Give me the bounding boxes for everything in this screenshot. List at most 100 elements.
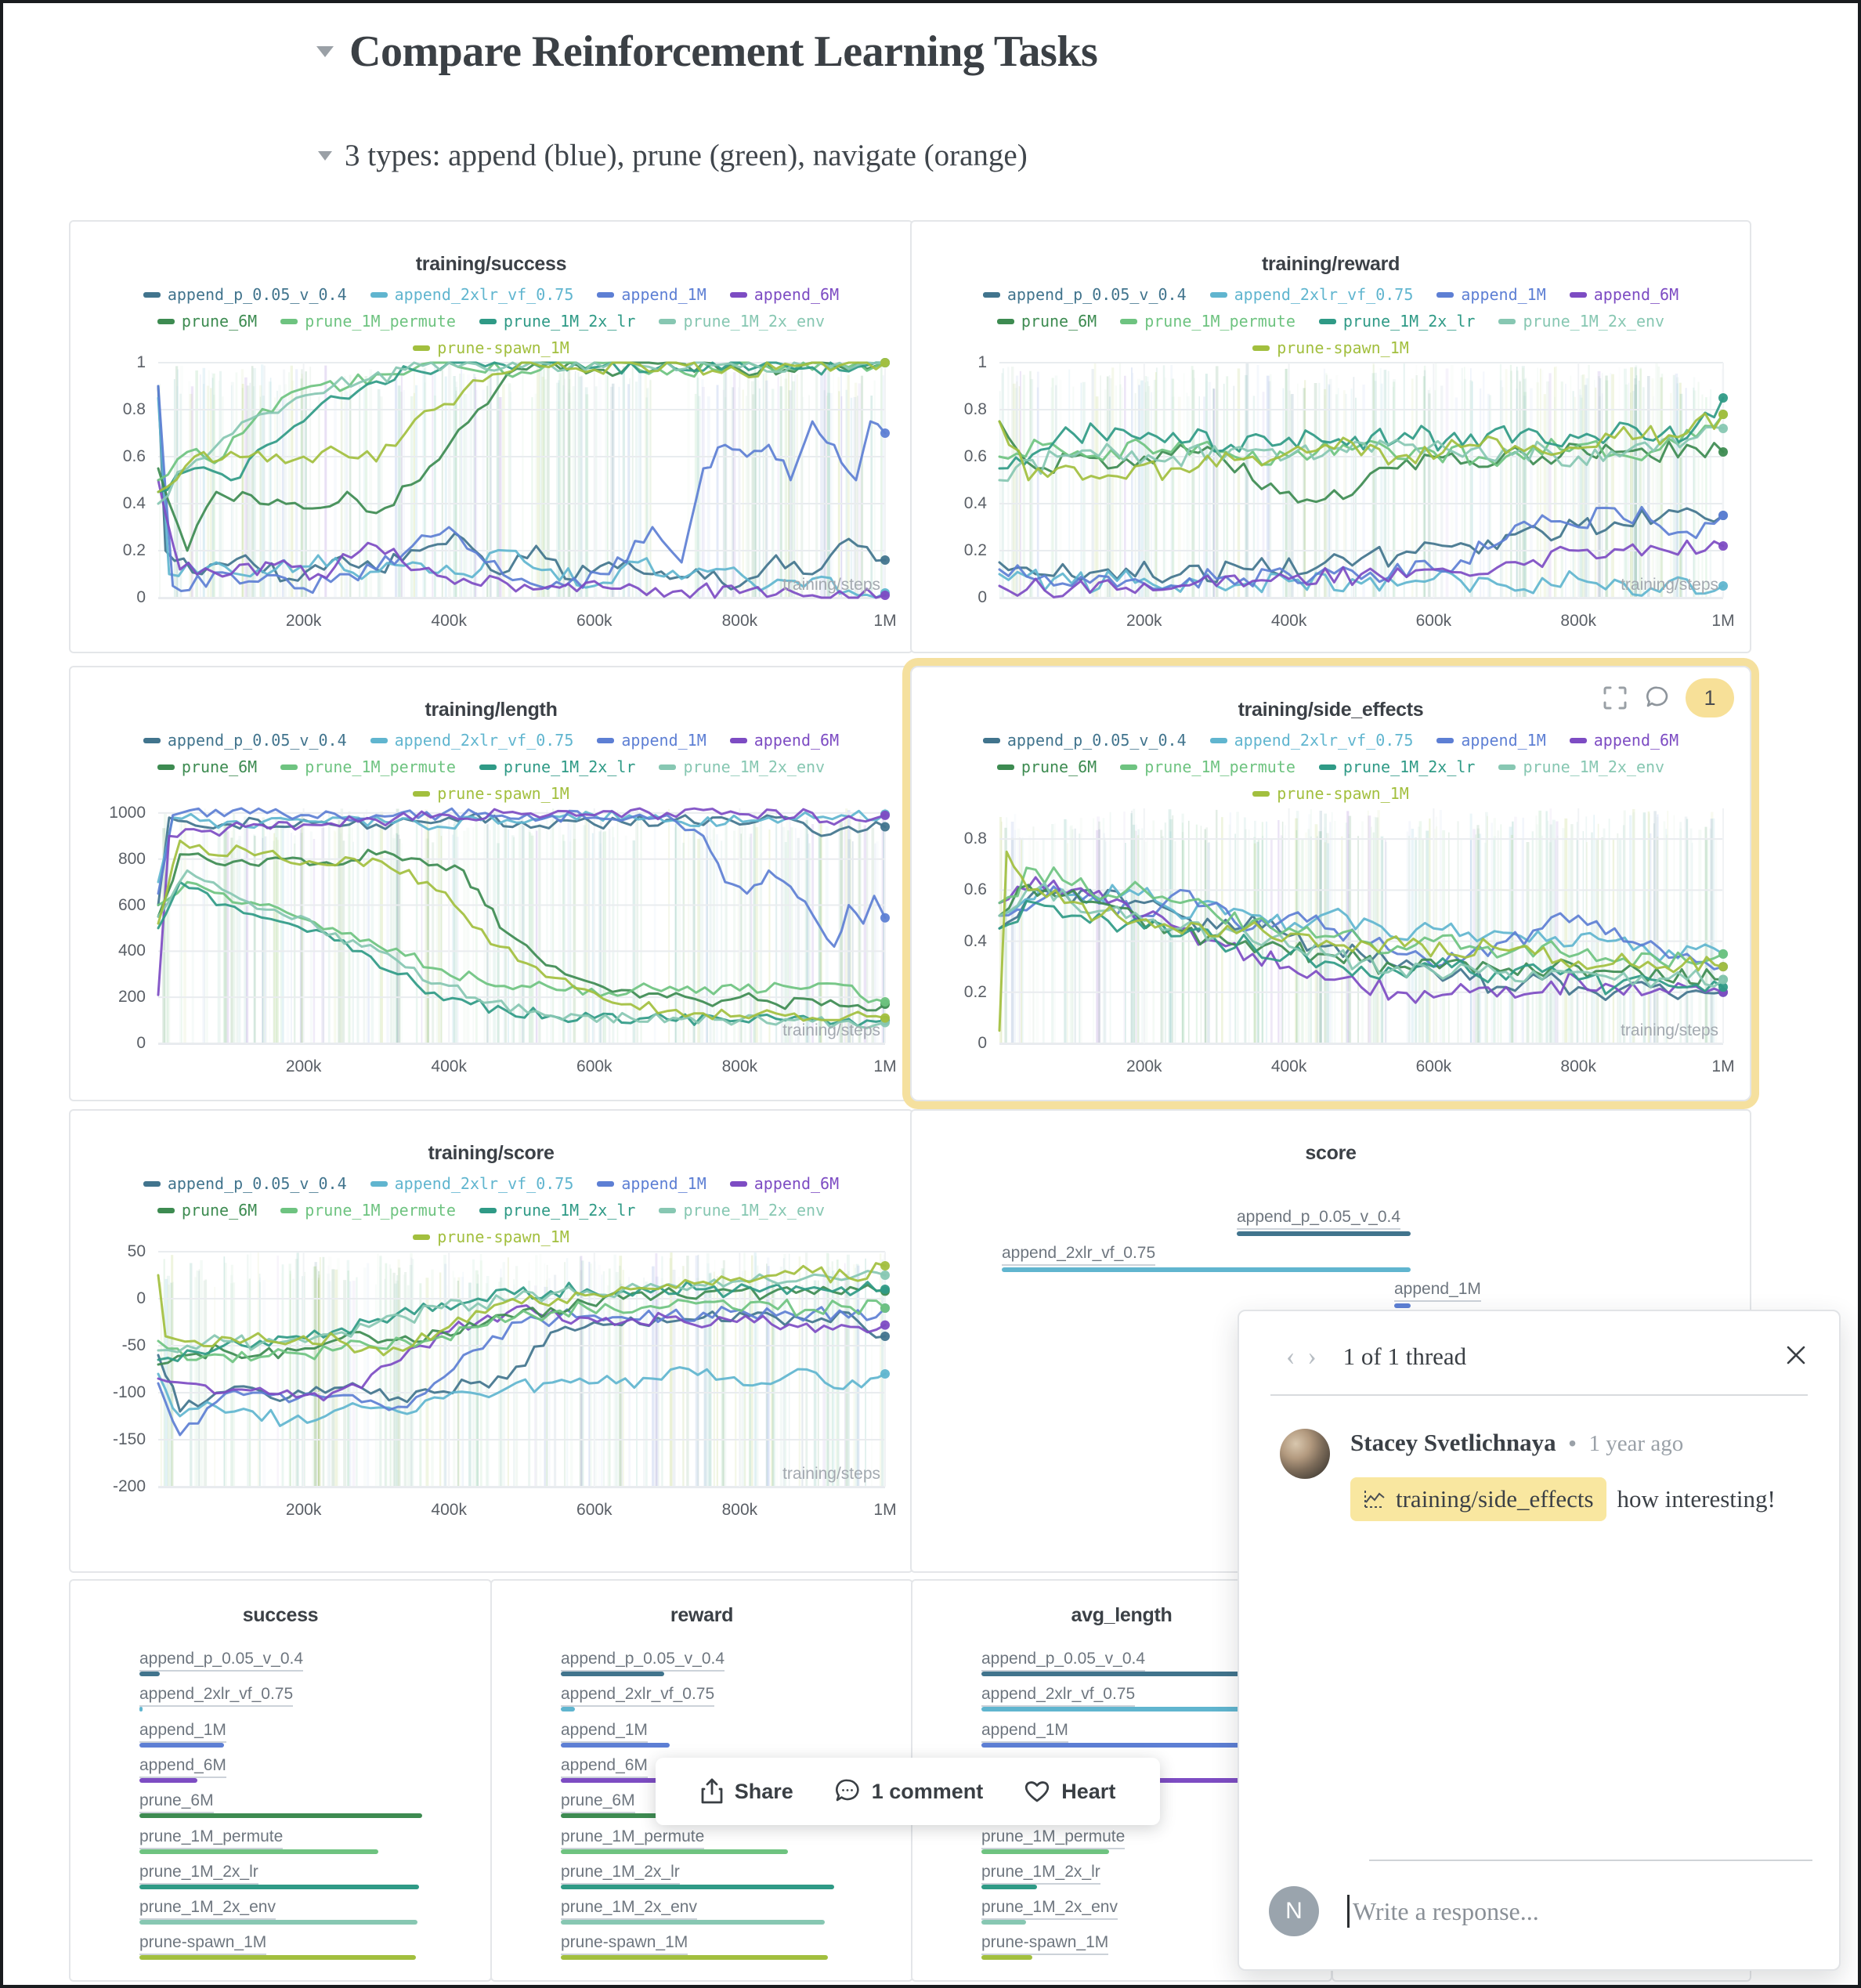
chart-plot-area[interactable]: -200 -150 -100 -50 0 50 200k 400k 600k 800k 1M trai…: [113, 1242, 897, 1519]
run-bar-append_1M: [139, 1742, 224, 1748]
run-label-append_p_0.05_v_0.4[interactable]: append_p_0.05_v_0.4: [1237, 1208, 1401, 1230]
legend-item-prune_6M[interactable]: prune_6M: [157, 757, 257, 776]
collapse-triangle-icon[interactable]: [318, 150, 332, 161]
legend-item-append_6M[interactable]: append_6M: [1569, 731, 1679, 750]
legend-item-prune_1M_permute[interactable]: prune_1M_permute: [1120, 757, 1295, 776]
run-label-append_6M[interactable]: append_6M: [139, 1756, 226, 1778]
reply-input[interactable]: Write a response...: [1347, 1895, 1812, 1928]
legend-item-prune_1M_2x_env[interactable]: prune_1M_2x_env: [1498, 312, 1664, 331]
chart-plot-area[interactable]: 0 0.2 0.4 0.6 0.8 200k 400k 600k 800k 1M training/…: [964, 808, 1735, 1075]
thread-nav-label: 1 of 1 thread: [1342, 1343, 1467, 1370]
legend-item-prune_6M[interactable]: prune_6M: [996, 757, 1097, 776]
run-label-append_2xlr_vf_0.75[interactable]: append_2xlr_vf_0.75: [981, 1685, 1136, 1708]
legend-item-append_1M[interactable]: append_1M: [597, 1174, 706, 1193]
run-label-append_p_0.05_v_0.4[interactable]: append_p_0.05_v_0.4: [139, 1650, 304, 1672]
comment-button[interactable]: 1 comment: [834, 1778, 983, 1805]
legend-item-prune-spawn_1M[interactable]: prune-spawn_1M: [1252, 338, 1409, 357]
legend-item-prune_6M[interactable]: prune_6M: [157, 312, 257, 331]
legend-item-append_p_0.05_v_0.4[interactable]: append_p_0.05_v_0.4: [982, 285, 1187, 304]
run-label-prune_1M_2x_env[interactable]: prune_1M_2x_env: [981, 1898, 1118, 1921]
legend-item-append_2xlr_vf_0.75[interactable]: append_2xlr_vf_0.75: [370, 731, 573, 750]
legend-item-append_2xlr_vf_0.75[interactable]: append_2xlr_vf_0.75: [1209, 731, 1413, 750]
legend-item-prune_1M_2x_env[interactable]: prune_1M_2x_env: [659, 312, 825, 331]
heart-button[interactable]: Heart: [1024, 1779, 1115, 1804]
run-label-prune_1M_2x_lr[interactable]: prune_1M_2x_lr: [139, 1863, 258, 1885]
legend-item-prune-spawn_1M[interactable]: prune-spawn_1M: [413, 338, 569, 357]
run-label-prune_1M_permute[interactable]: prune_1M_permute: [561, 1827, 705, 1849]
chart-plot-area[interactable]: 0 200 400 600 800 1000 200k 400k 600k 800k 1M train…: [109, 804, 896, 1075]
run-label-prune_6M[interactable]: prune_6M: [139, 1791, 214, 1814]
run-label-prune_1M_permute[interactable]: prune_1M_permute: [139, 1827, 284, 1849]
legend-item-prune-spawn_1M[interactable]: prune-spawn_1M: [413, 784, 569, 803]
run-label-append_1M[interactable]: append_1M: [561, 1721, 648, 1743]
run-label-append_p_0.05_v_0.4[interactable]: append_p_0.05_v_0.4: [561, 1650, 725, 1672]
legend-item-prune_1M_2x_lr[interactable]: prune_1M_2x_lr: [1318, 757, 1475, 776]
close-icon[interactable]: [1784, 1343, 1808, 1371]
chart-plot-area[interactable]: 0 0.2 0.4 0.6 0.8 1 200k 400k 600k 800k 1M training…: [964, 353, 1735, 630]
run-bar-append_6M: [561, 1777, 665, 1783]
legend-item-append_6M[interactable]: append_6M: [729, 285, 839, 304]
legend-item-prune_1M_2x_env[interactable]: prune_1M_2x_env: [659, 1201, 825, 1220]
legend-item-append_p_0.05_v_0.4[interactable]: append_p_0.05_v_0.4: [143, 1174, 347, 1193]
legend-item-append_2xlr_vf_0.75[interactable]: append_2xlr_vf_0.75: [1209, 285, 1413, 304]
run-label-append_p_0.05_v_0.4[interactable]: append_p_0.05_v_0.4: [981, 1650, 1146, 1672]
run-label-append_1M[interactable]: append_1M: [981, 1721, 1068, 1743]
run-label-prune_1M_permute[interactable]: prune_1M_permute: [981, 1827, 1126, 1849]
run-label-append_1M[interactable]: append_1M: [1394, 1280, 1481, 1302]
legend-item-prune_1M_2x_env[interactable]: prune_1M_2x_env: [1498, 757, 1664, 776]
chart-plot-area[interactable]: 0 0.2 0.4 0.6 0.8 1 200k 400k 600k 800k 1M training…: [123, 353, 897, 630]
run-label-prune_6M[interactable]: prune_6M: [561, 1791, 635, 1814]
legend-item-append_1M[interactable]: append_1M: [597, 731, 706, 750]
legend-swatch: [597, 1180, 615, 1187]
share-button[interactable]: Share: [700, 1778, 793, 1805]
panel-mention-chip[interactable]: training/side_effects: [1350, 1477, 1606, 1521]
run-label-prune_1M_2x_lr[interactable]: prune_1M_2x_lr: [561, 1863, 680, 1885]
run-label-prune_1M_2x_env[interactable]: prune_1M_2x_env: [139, 1898, 276, 1921]
legend-item-append_1M[interactable]: append_1M: [1436, 285, 1546, 304]
run-label-append_6M[interactable]: append_6M: [561, 1756, 648, 1778]
legend-item-prune-spawn_1M[interactable]: prune-spawn_1M: [1252, 784, 1409, 803]
legend-item-prune_1M_2x_lr[interactable]: prune_1M_2x_lr: [1318, 312, 1475, 331]
legend-item-append_p_0.05_v_0.4[interactable]: append_p_0.05_v_0.4: [143, 285, 347, 304]
comment-bubble-icon[interactable]: [1643, 684, 1671, 712]
legend-item-prune_1M_permute[interactable]: prune_1M_permute: [1120, 312, 1295, 331]
run-label-prune-spawn_1M[interactable]: prune-spawn_1M: [139, 1933, 267, 1956]
legend-item-prune_1M_2x_env[interactable]: prune_1M_2x_env: [659, 757, 825, 776]
legend-item-prune_6M[interactable]: prune_6M: [996, 312, 1097, 331]
line-chart-icon: [1364, 1491, 1385, 1508]
run-label-append_2xlr_vf_0.75[interactable]: append_2xlr_vf_0.75: [139, 1685, 294, 1708]
legend-item-prune_1M_2x_lr[interactable]: prune_1M_2x_lr: [479, 757, 636, 776]
legend-item-append_2xlr_vf_0.75[interactable]: append_2xlr_vf_0.75: [370, 1174, 573, 1193]
comment-author[interactable]: Stacey Svetlichnaya: [1350, 1429, 1556, 1456]
legend-swatch: [1498, 764, 1516, 770]
legend-item-append_1M[interactable]: append_1M: [1436, 731, 1546, 750]
legend-item-append_6M[interactable]: append_6M: [729, 1174, 839, 1193]
legend-item-append_6M[interactable]: append_6M: [729, 731, 839, 750]
run-label-prune_1M_2x_lr[interactable]: prune_1M_2x_lr: [981, 1863, 1100, 1885]
next-thread-icon[interactable]: ›: [1307, 1342, 1317, 1371]
legend-item-prune-spawn_1M[interactable]: prune-spawn_1M: [413, 1227, 569, 1246]
legend-label: prune_1M_2x_lr: [503, 757, 636, 776]
legend-item-prune_1M_permute[interactable]: prune_1M_permute: [280, 1201, 456, 1220]
run-label-append_2xlr_vf_0.75[interactable]: append_2xlr_vf_0.75: [561, 1685, 715, 1708]
legend-item-prune_1M_2x_lr[interactable]: prune_1M_2x_lr: [479, 1201, 635, 1220]
legend-item-append_6M[interactable]: append_6M: [1569, 285, 1679, 304]
legend-item-append_p_0.05_v_0.4[interactable]: append_p_0.05_v_0.4: [982, 731, 1187, 750]
legend-item-prune_1M_2x_lr[interactable]: prune_1M_2x_lr: [479, 312, 635, 331]
fullscreen-icon[interactable]: [1601, 684, 1629, 712]
comment-count-badge[interactable]: 1: [1686, 678, 1734, 717]
avatar[interactable]: [1280, 1429, 1330, 1479]
run-label-append_1M[interactable]: append_1M: [139, 1721, 226, 1743]
run-label-prune_1M_2x_env[interactable]: prune_1M_2x_env: [561, 1898, 697, 1921]
run-label-prune-spawn_1M[interactable]: prune-spawn_1M: [561, 1933, 688, 1956]
legend-item-prune_1M_permute[interactable]: prune_1M_permute: [280, 312, 456, 331]
collapse-triangle-icon[interactable]: [316, 46, 334, 57]
run-label-append_2xlr_vf_0.75[interactable]: append_2xlr_vf_0.75: [1002, 1244, 1156, 1266]
run-label-prune-spawn_1M[interactable]: prune-spawn_1M: [981, 1933, 1109, 1956]
legend-item-prune_1M_permute[interactable]: prune_1M_permute: [280, 757, 456, 776]
legend-item-append_1M[interactable]: append_1M: [597, 285, 706, 304]
legend-item-prune_6M[interactable]: prune_6M: [157, 1201, 257, 1220]
legend-item-append_2xlr_vf_0.75[interactable]: append_2xlr_vf_0.75: [370, 285, 573, 304]
prev-thread-icon[interactable]: ‹: [1286, 1342, 1295, 1371]
legend-item-append_p_0.05_v_0.4[interactable]: append_p_0.05_v_0.4: [143, 731, 347, 750]
